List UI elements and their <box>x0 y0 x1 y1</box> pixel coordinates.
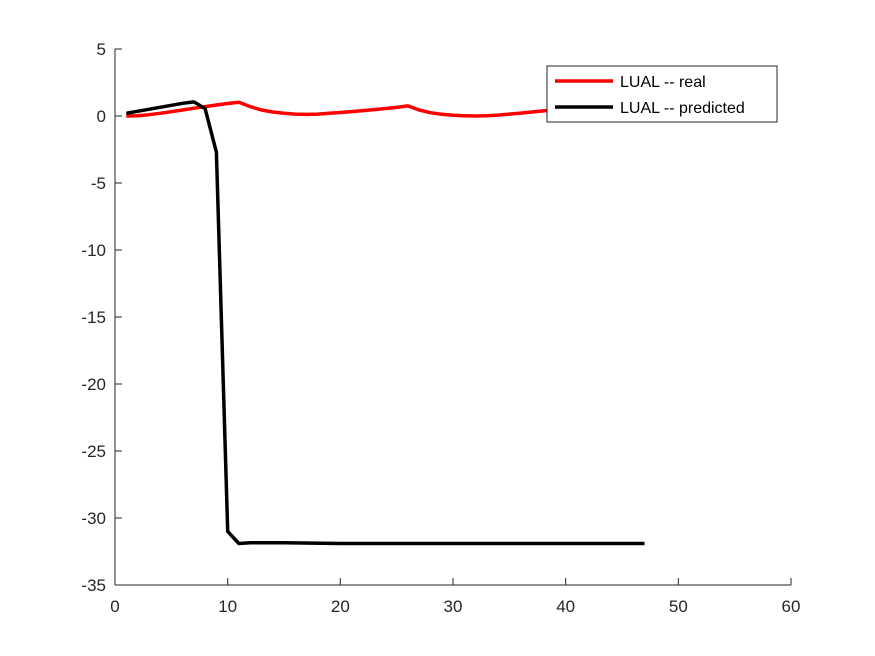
y-tick-label: 0 <box>97 107 106 126</box>
legend-label-1: LUAL -- real <box>620 74 706 91</box>
y-tick-label: -20 <box>81 375 106 394</box>
legend: LUAL -- real LUAL -- predicted <box>546 65 778 123</box>
y-tick-label: -30 <box>81 509 106 528</box>
x-tick-label: 50 <box>669 597 688 616</box>
x-tick-label: 20 <box>331 597 350 616</box>
x-tick-label: 60 <box>782 597 801 616</box>
y-tick-label: -5 <box>91 174 106 193</box>
y-tick-label: 5 <box>97 40 106 59</box>
y-tick-label: -25 <box>81 442 106 461</box>
x-tick-label: 10 <box>218 597 237 616</box>
y-tick-label: -15 <box>81 308 106 327</box>
x-tick-label: 40 <box>556 597 575 616</box>
x-tick-label: 30 <box>444 597 463 616</box>
series-line-2 <box>125 100 645 546</box>
x-tick-label: 0 <box>110 597 119 616</box>
legend-box <box>546 65 778 123</box>
y-tick-label: -35 <box>81 576 106 595</box>
y-tick-label: -10 <box>81 241 106 260</box>
legend-label-2: LUAL -- predicted <box>620 100 745 117</box>
